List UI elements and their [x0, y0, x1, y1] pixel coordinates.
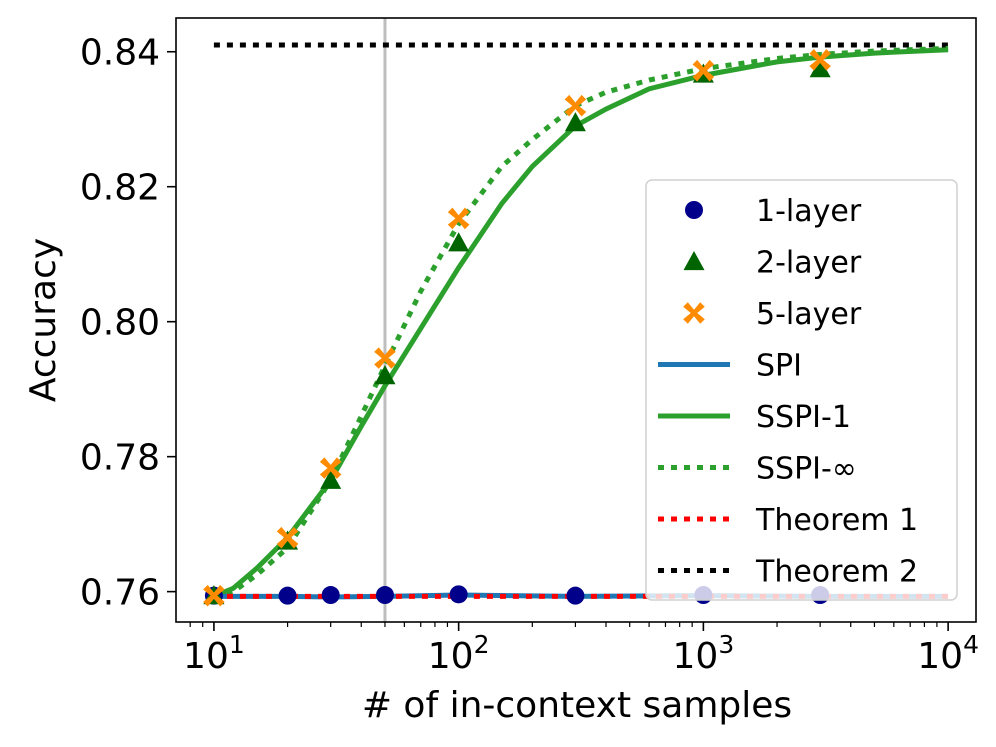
x-axis-label: # of in-context samples [362, 685, 792, 726]
legend-label-spi: SPI [756, 349, 802, 384]
x-tick-label: 104 [917, 630, 979, 677]
legend-entry-5-layer: 5-layer [683, 297, 862, 332]
marker-series-5-layer [203, 49, 831, 607]
legend-label-sspi-1: SSPI-1 [756, 400, 851, 435]
legend-label-theorem-2: Theorem 2 [755, 555, 918, 590]
data-point-5-layer [809, 49, 831, 71]
legend-marker-2-layer [683, 251, 705, 271]
legend-label-2-layer: 2-layer [756, 246, 862, 281]
data-point-5-layer [692, 59, 715, 82]
legend-label-1-layer: 1-layer [756, 194, 862, 229]
data-point-2-layer [564, 112, 586, 132]
x-tick-label: 102 [428, 630, 490, 677]
legend: 1-layer 2-layer 5-layer SPI SSPI-1 SSPI-∞ Theo… [645, 179, 958, 601]
legend-label-theorem-1: Theorem 1 [755, 503, 918, 538]
data-point-2-layer [374, 365, 396, 385]
legend-label-sspi-inf: SSPI-∞ [756, 452, 857, 487]
data-point-1-layer [566, 586, 585, 605]
legend-label-5-layer: 5-layer [756, 297, 862, 332]
y-tick-label: 0.80 [80, 303, 160, 344]
data-point-5-layer [564, 94, 587, 117]
x-tick-label: 101 [183, 630, 245, 677]
data-point-5-layer [203, 584, 225, 607]
legend-entry-sspi-1: SSPI-1 [658, 400, 851, 435]
legend-entry-theorem-1: Theorem 1 [658, 503, 918, 538]
data-point-5-layer [447, 207, 470, 230]
data-point-1-layer [278, 586, 297, 605]
data-point-5-layer [319, 457, 342, 479]
legend-box [645, 179, 958, 601]
data-point-1-layer [375, 586, 394, 605]
axes: 0.76 0.78 0.80 0.82 0.84 101 102 103 104 [80, 17, 979, 677]
y-tick-label: 0.78 [80, 438, 160, 479]
legend-entry-theorem-2: Theorem 2 [658, 555, 918, 590]
plot-area [203, 18, 949, 622]
legend-entry-sspi-inf: SSPI-∞ [658, 452, 857, 487]
data-point-1-layer [321, 586, 340, 605]
data-point-2-layer [448, 232, 470, 252]
y-tick-label: 0.84 [80, 33, 160, 74]
x-tick-label: 103 [673, 630, 735, 677]
legend-entry-1-layer: 1-layer [685, 194, 862, 229]
legend-entry-spi: SPI [658, 349, 802, 384]
y-tick-label: 0.76 [80, 573, 160, 614]
data-point-1-layer [449, 585, 468, 604]
y-tick-label: 0.82 [80, 168, 160, 209]
data-point-2-layer [320, 469, 342, 489]
legend-entry-2-layer: 2-layer [683, 246, 862, 281]
y-axis-label: Accuracy [23, 238, 64, 402]
plot-inner [203, 18, 949, 622]
legend-marker-5-layer [683, 302, 705, 324]
data-point-2-layer [809, 58, 831, 78]
legend-marker-1-layer [685, 201, 703, 219]
data-point-5-layer [374, 347, 396, 369]
data-point-5-layer [276, 526, 299, 549]
